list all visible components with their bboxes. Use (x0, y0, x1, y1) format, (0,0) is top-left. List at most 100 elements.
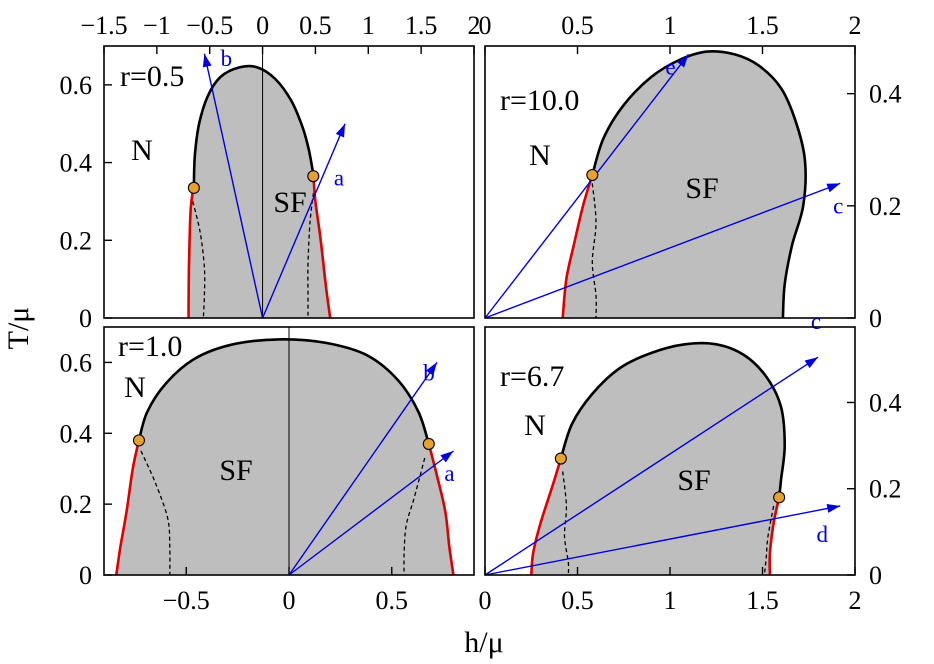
x-tick-label: 0.5 (561, 586, 594, 615)
panel-top-right: e c 0 0.5 1 1.5 2 0 0.2 0.4 r=10.0 N SF (479, 11, 902, 333)
y-tick-label: 0.4 (60, 419, 93, 448)
x-tick-label: 0.5 (376, 586, 409, 615)
arrow-c-line (484, 182, 841, 319)
arrow-label-c: c (811, 309, 821, 334)
x-tick-label: 2 (468, 11, 481, 40)
x-tick-label: 0 (256, 11, 269, 40)
first-order-boundary-1 (530, 458, 563, 576)
tricritical-point-1 (132, 434, 145, 447)
x-tick-label: 2 (849, 11, 862, 40)
region-label-normal: N (529, 139, 551, 172)
x-tick-label: 2 (849, 586, 862, 615)
arrow-c-line (484, 356, 819, 576)
arrow-e-head (676, 54, 689, 68)
arrow-a-head (335, 123, 346, 138)
first-order-boundary-2 (312, 174, 332, 319)
sf-region-fill (188, 66, 331, 318)
second-order-boundary (559, 341, 787, 498)
sf-region-fill (116, 339, 454, 575)
x-tick-label: −1.5 (80, 11, 127, 40)
first-order-boundary-1 (187, 185, 196, 319)
y-tick-label: 0 (79, 561, 92, 590)
arrow-label-c: c (833, 193, 843, 218)
arrow-b-head (202, 53, 212, 68)
arrow-a-line (288, 450, 454, 576)
y-tick-label: 0.2 (60, 490, 93, 519)
spinodal-line-2 (307, 185, 316, 318)
x-tick-label: 1 (664, 586, 677, 615)
tricritical-point-1 (586, 168, 599, 182)
spinodal-line-1 (591, 183, 597, 319)
tricritical-point-1 (554, 452, 567, 465)
panel-label: r=1.0 (118, 330, 182, 363)
arrow-b-head (425, 362, 437, 376)
region-label-normal: N (124, 371, 146, 404)
panel-label: r=10.0 (500, 84, 579, 117)
x-axis-label: h/μ (464, 626, 503, 659)
x-tick-label: 1.5 (405, 11, 438, 40)
panel-label: r=6.7 (500, 360, 564, 393)
panel-label: r=0.5 (120, 60, 184, 93)
first-order-boundary-1 (115, 440, 141, 576)
tricritical-point-2 (422, 437, 435, 450)
x-tick-label: −0.5 (163, 586, 210, 615)
x-tick-label: 0 (479, 586, 492, 615)
x-tick-label: 1.5 (746, 11, 779, 40)
plot-frame (103, 45, 475, 319)
arrow-label-a: a (444, 461, 454, 486)
second-order-boundary (192, 64, 315, 186)
tricritical-point-2 (307, 170, 320, 183)
y-tick-label: 0.2 (869, 475, 902, 504)
arrow-label-b: b (221, 46, 233, 71)
region-label-superfluid: SF (273, 186, 306, 219)
region-label-superfluid: SF (219, 454, 252, 487)
second-order-boundary (137, 338, 431, 445)
x-tick-label: 1 (664, 11, 677, 40)
region-label-normal: N (524, 409, 546, 442)
panel-top-left: a b −1.5 −1 −0.5 0 0.5 1 1.5 2 0 0.2 0.4 0.6 r=0.5 N SF (60, 11, 481, 333)
spinodal-line-1 (562, 471, 570, 576)
y-axis-label: T/μ (2, 307, 35, 350)
panel-bottom-left: b a −0.5 0 0.5 0 0.2 0.4 0.6 r=1.0 N SF (60, 326, 475, 615)
arrow-label-a: a (334, 166, 344, 191)
y-tick-label: 0.6 (60, 71, 93, 100)
arrow-label-b: b (423, 360, 435, 385)
x-tick-label: 0.5 (561, 11, 594, 40)
x-tick-label: 1.5 (746, 586, 779, 615)
sf-region-fill (531, 343, 785, 575)
y-tick-label: 0 (869, 561, 882, 590)
spinodal-line-1 (192, 201, 206, 319)
x-tick-label: −1 (143, 11, 171, 40)
x-tick-label: 1 (362, 11, 375, 40)
y-tick-label: 0 (79, 304, 92, 333)
arrow-e-line (484, 53, 690, 319)
arrow-a-head (440, 451, 454, 463)
x-tick-label: −0.5 (186, 11, 233, 40)
x-tick-label: 0 (479, 11, 492, 40)
arrow-b-line (288, 362, 438, 576)
arrow-c-head (804, 357, 818, 369)
panels: ab−1.5 −1 −0.5 0 0.5 1 1.5 200.20.40.6 r=0.5NSFe… (60, 11, 902, 615)
arrow-d-line (484, 505, 841, 576)
y-tick-label: 0.6 (60, 348, 93, 377)
sf-region-fill (562, 51, 806, 319)
spinodal-line-2 (403, 457, 426, 576)
y-tick-label: 0.4 (869, 388, 902, 417)
x-tick-label: 0.5 (299, 11, 332, 40)
arrow-label-e: e (665, 54, 675, 79)
region-label-superfluid: SF (677, 464, 710, 497)
y-tick-label: 0.4 (869, 80, 902, 109)
first-order-boundary-1 (561, 174, 594, 319)
tricritical-point-1 (187, 181, 200, 194)
y-tick-label: 0.4 (60, 149, 93, 178)
y-tick-label: 0.2 (869, 192, 902, 221)
spinodal-line-1 (140, 450, 171, 576)
arrow-c-head (826, 183, 841, 193)
arrow-d-head (826, 504, 841, 513)
y-tick-label: 0 (869, 304, 882, 333)
region-label-normal: N (131, 134, 153, 167)
first-order-boundary-2 (768, 497, 781, 576)
arrow-label-d: d (816, 522, 828, 547)
